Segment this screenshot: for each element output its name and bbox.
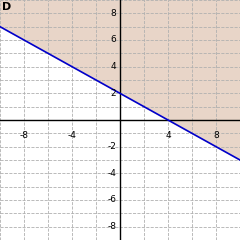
Text: 2: 2 bbox=[111, 89, 116, 98]
Text: D: D bbox=[2, 2, 11, 12]
Text: -8: -8 bbox=[19, 131, 29, 139]
Text: 6: 6 bbox=[111, 36, 116, 44]
Text: -4: -4 bbox=[108, 169, 116, 178]
Text: 4: 4 bbox=[111, 62, 116, 71]
Text: -6: -6 bbox=[108, 196, 116, 204]
Text: 8: 8 bbox=[213, 131, 219, 139]
Text: -8: -8 bbox=[108, 222, 116, 231]
Text: 8: 8 bbox=[111, 9, 116, 18]
Text: 4: 4 bbox=[165, 131, 171, 139]
Text: -4: -4 bbox=[68, 131, 76, 139]
Text: -2: -2 bbox=[108, 142, 116, 151]
